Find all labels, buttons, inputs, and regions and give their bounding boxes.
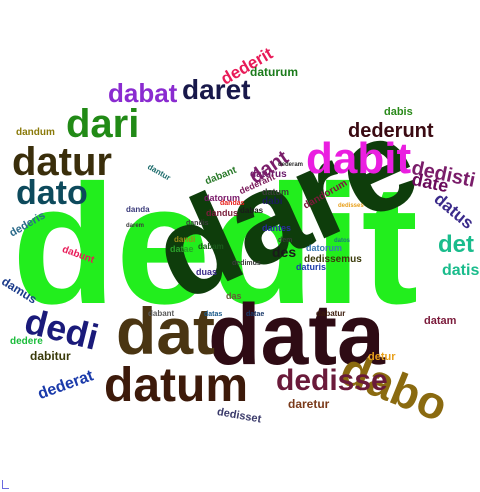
cloud-word: daturis	[296, 262, 327, 272]
cloud-word: dabitur	[30, 349, 71, 363]
cloud-word: des	[272, 244, 297, 260]
cloud-word: dedimus	[232, 260, 261, 267]
cloud-word: dandis	[186, 220, 209, 227]
cloud-word: das	[226, 291, 242, 301]
cloud-word: dabat	[108, 78, 178, 108]
cloud-word: datam	[424, 315, 457, 327]
cloud-word: dederam	[278, 162, 304, 168]
cloud-word: datur	[12, 140, 112, 184]
cloud-word: daret	[182, 74, 251, 105]
cloud-word: dedissemus	[304, 254, 362, 265]
cloud-word: darem	[126, 223, 145, 229]
cloud-word: dederunt	[348, 120, 434, 142]
cloud-word: dandum	[16, 127, 55, 138]
cloud-word: daturus	[250, 169, 287, 180]
cloud-word: dabant	[148, 309, 175, 318]
cloud-word: datorum	[204, 193, 240, 203]
cloud-word: dedisses	[338, 203, 364, 209]
cloud-word: dedit	[12, 150, 419, 340]
cloud-word: datis	[442, 262, 480, 279]
cloud-word: dedisse	[276, 364, 388, 397]
cloud-word: dedere	[10, 336, 43, 347]
cloud-word: dabi	[262, 196, 283, 207]
cloud-word: datae	[170, 244, 194, 254]
corner-bracket-icon	[2, 480, 9, 489]
cloud-word: daretur	[288, 397, 330, 411]
cloud-word: dandas	[220, 200, 245, 207]
cloud-word: dederat	[35, 367, 96, 404]
cloud-word: dabatur	[316, 309, 346, 318]
cloud-word: dandi	[174, 235, 196, 244]
cloud-word: datum	[104, 359, 248, 412]
cloud-word: detur	[368, 351, 396, 363]
cloud-word: datum	[262, 187, 289, 197]
cloud-word: data	[208, 287, 385, 383]
cloud-word: datae	[246, 311, 265, 318]
cloud-word: datos	[334, 238, 351, 244]
cloud-word: dem	[278, 237, 293, 244]
cloud-word: dandus	[206, 208, 239, 218]
cloud-word: duas	[196, 267, 218, 277]
cloud-word: dabam	[198, 242, 224, 251]
cloud-word: dedisset	[216, 406, 263, 426]
cloud-word: det	[438, 231, 474, 258]
cloud-word: dat	[116, 294, 215, 368]
cloud-word: dabit	[306, 134, 412, 183]
cloud-word: datorum	[306, 243, 342, 253]
cloud-word: dabas	[240, 206, 264, 215]
cloud-word: dari	[66, 102, 140, 146]
cloud-word: datas	[204, 311, 223, 318]
cloud-word: danda	[126, 205, 150, 214]
cloud-word: daturum	[250, 65, 298, 79]
cloud-word: datus	[430, 189, 478, 233]
cloud-word: dato	[16, 174, 88, 212]
cloud-word: dantes	[262, 223, 292, 233]
cloud-word: dabis	[384, 106, 413, 118]
